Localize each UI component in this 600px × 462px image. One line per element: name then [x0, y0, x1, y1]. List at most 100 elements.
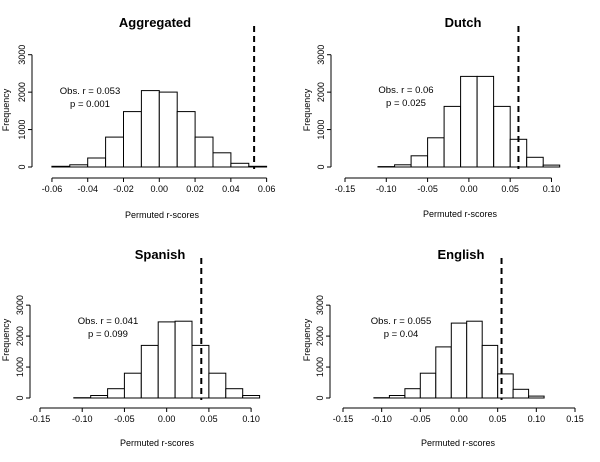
histogram-bar — [242, 395, 261, 399]
x-tick-label: 0.00 — [460, 184, 478, 194]
histogram-bar — [87, 157, 107, 168]
histogram-bar — [140, 344, 159, 399]
histogram-bar — [174, 320, 193, 399]
x-tick-label: 0.05 — [200, 414, 218, 424]
y-axis-label: Frequency — [302, 88, 312, 131]
y-tick-label: 2000 — [315, 326, 325, 346]
x-tick-label: 0.04 — [222, 184, 240, 194]
histogram-bar — [404, 388, 421, 399]
histogram-bar — [526, 156, 544, 168]
x-tick-label: -0.15 — [335, 184, 356, 194]
x-tick-label: 0.00 — [151, 184, 169, 194]
p-value-annotation: p = 0.001 — [70, 99, 110, 110]
histogram-bar — [194, 136, 214, 168]
chart-title: Aggregated — [119, 15, 191, 30]
histogram-bar — [176, 111, 196, 168]
y-axis-label: Frequency — [1, 88, 11, 131]
x-tick-label: 0.15 — [566, 414, 584, 424]
histogram-bar — [497, 373, 514, 399]
x-axis-label: Permuted r-scores — [421, 438, 496, 448]
x-tick-label: -0.02 — [113, 184, 134, 194]
histogram-bar — [140, 90, 160, 168]
x-tick-label: 0.05 — [489, 414, 507, 424]
histogram-bar — [208, 372, 227, 399]
x-tick-label: 0.10 — [242, 414, 260, 424]
observed-r-annotation: Obs. r = 0.053 — [60, 86, 120, 97]
panel-dutch: Dutch -0.15 -0.10 -0.05 0.00 0.05 0.10 0 1000 2… — [302, 15, 560, 219]
histogram-bar — [528, 395, 545, 399]
observed-r-annotation: Obs. r = 0.041 — [78, 316, 138, 327]
y-tick-label: 2000 — [15, 326, 25, 346]
histogram-bar — [427, 137, 445, 168]
chart-title: Dutch — [445, 15, 482, 30]
x-tick-label: -0.10 — [371, 414, 392, 424]
x-tick-label: 0.10 — [528, 414, 546, 424]
y-tick-label: 1000 — [315, 357, 325, 377]
x-tick-label: 0.00 — [158, 414, 176, 424]
histogram-bar — [123, 372, 142, 399]
histogram-bar — [105, 136, 124, 168]
histogram-bar — [460, 75, 478, 168]
y-tick-label: 0 — [15, 395, 25, 400]
histogram-bar — [481, 344, 499, 399]
histogram-bar — [493, 105, 511, 168]
histogram-bar — [388, 395, 406, 399]
y-axis-label: Frequency — [1, 318, 11, 361]
histogram-bar — [394, 164, 412, 168]
histogram-bar — [212, 152, 232, 168]
histogram-bar — [158, 91, 178, 168]
x-tick-label: -0.06 — [42, 184, 63, 194]
histogram-bar — [509, 138, 528, 168]
histogram-bar — [107, 388, 125, 399]
x-tick-label: -0.10 — [376, 184, 397, 194]
x-tick-label: -0.04 — [77, 184, 98, 194]
y-tick-label: 2000 — [316, 82, 326, 102]
x-tick-label: -0.05 — [417, 184, 438, 194]
x-tick-label: -0.15 — [30, 414, 51, 424]
histogram-bar — [230, 162, 250, 168]
y-tick-label: 3000 — [316, 45, 326, 65]
histogram-bar — [90, 395, 109, 399]
histogram-bar — [123, 111, 142, 168]
x-tick-label: 0.10 — [543, 184, 561, 194]
x-tick-label: -0.15 — [333, 414, 354, 424]
x-tick-label: 0.05 — [501, 184, 519, 194]
histogram-bar — [419, 372, 437, 399]
x-axis-label: Permuted r-scores — [125, 210, 200, 220]
y-tick-label: 1000 — [17, 120, 27, 140]
x-tick-label: -0.05 — [410, 414, 431, 424]
x-tick-label: -0.05 — [114, 414, 135, 424]
observed-r-annotation: Obs. r = 0.06 — [378, 85, 433, 96]
histogram-bar — [225, 388, 244, 399]
chart-title: Spanish — [135, 247, 186, 262]
p-value-annotation: p = 0.04 — [384, 329, 419, 340]
y-tick-label: 3000 — [315, 295, 325, 315]
histogram-bar — [248, 165, 268, 168]
y-tick-label: 2000 — [17, 82, 27, 102]
p-value-annotation: p = 0.025 — [386, 98, 426, 109]
y-axis-label: Frequency — [302, 318, 312, 361]
histogram-bar — [157, 321, 176, 399]
y-tick-label: 1000 — [316, 120, 326, 140]
histogram-bar — [410, 155, 429, 168]
y-tick-label: 0 — [17, 164, 27, 169]
y-tick-label: 1000 — [15, 357, 25, 377]
y-tick-label: 0 — [315, 395, 325, 400]
histogram-bar — [512, 388, 530, 399]
panel-aggregated: Aggregated -0.06 -0.04 -0.02 0.00 0.02 0.04 0.… — [1, 15, 275, 220]
histogram-bar — [51, 165, 71, 168]
panel-english: English -0.15 -0.10 -0.05 0.00 0.05 0.10 0.15 … — [302, 247, 584, 448]
histogram-bar — [476, 75, 495, 168]
x-axis-label: Permuted r-scores — [423, 209, 498, 219]
histogram-bar — [69, 164, 89, 168]
x-tick-label: 0.06 — [258, 184, 276, 194]
y-tick-label: 3000 — [17, 45, 27, 65]
p-value-annotation: p = 0.099 — [88, 329, 128, 340]
chart-title: English — [438, 247, 485, 262]
histogram-bar — [466, 320, 483, 399]
y-tick-label: 0 — [316, 164, 326, 169]
x-tick-label: -0.10 — [72, 414, 93, 424]
histogram-bar — [435, 346, 452, 399]
observed-r-annotation: Obs. r = 0.055 — [371, 316, 431, 327]
